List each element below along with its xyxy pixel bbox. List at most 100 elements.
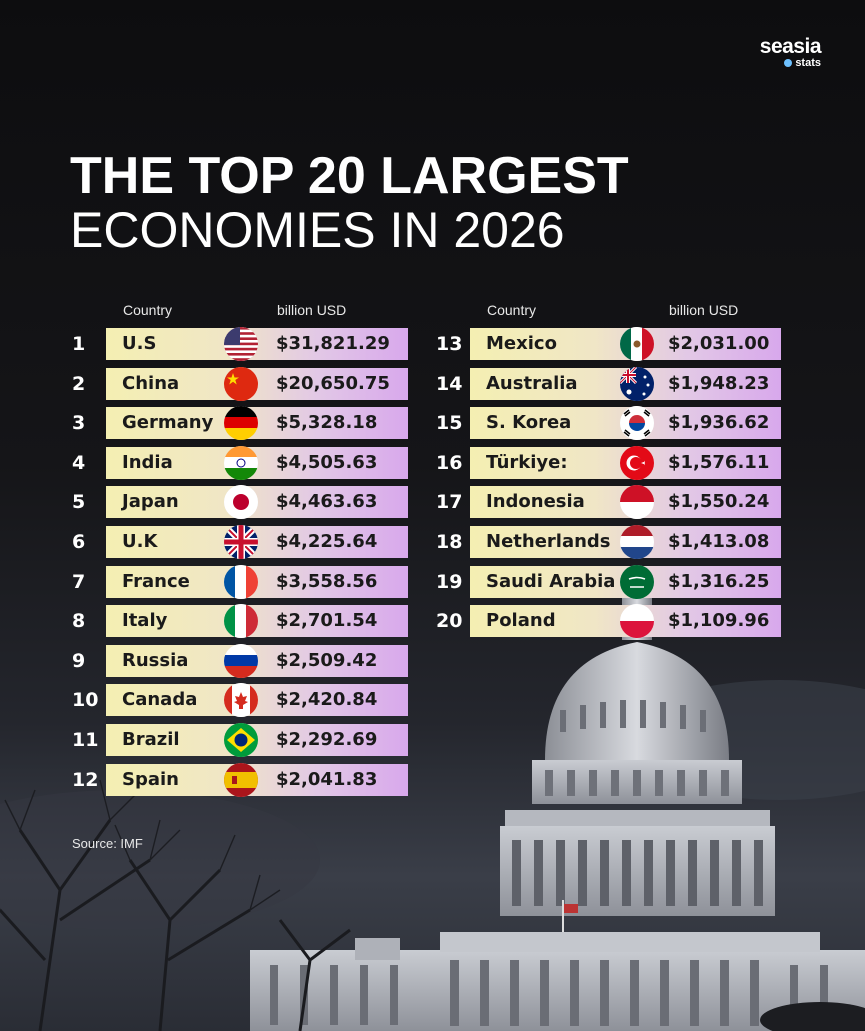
rank-number: 12 [72,768,99,791]
country-name: Saudi Arabia [486,570,616,592]
header-value-left: billion USD [277,302,347,318]
country-name: Netherlands [486,531,611,552]
country-name: Japan [122,491,179,513]
country-name: Australia [486,372,578,394]
rank-number: 6 [72,531,86,553]
ranking-row: Germany $5,328.18 [106,406,408,441]
gdp-value: $5,328.18 [276,412,378,434]
gdp-value: $2,509.42 [276,649,378,671]
source-note: Source: IMF [72,836,143,851]
title-line-1: THE TOP 20 LARGEST [70,147,629,205]
rank-number: 2 [72,372,86,395]
gdp-value: $1,413.08 [668,531,770,552]
country-name: Türkiye: [486,451,568,473]
canada-flag-icon [224,683,258,718]
gdp-value: $4,505.63 [276,451,378,473]
rank-number: 11 [72,729,99,751]
rank-number: 19 [436,570,463,593]
rank-number: 20 [436,610,463,633]
gdp-value: $1,109.96 [668,610,770,632]
header-value-right: billion USD [669,302,739,318]
brand-sub: stats [760,58,821,69]
gdp-value: $2,041.83 [276,768,378,790]
uk-flag-icon [224,525,258,559]
rank-number: 10 [72,689,99,712]
country-name: Mexico [486,333,557,354]
rank-number: 5 [72,491,86,514]
gdp-value: $1,550.24 [668,491,770,513]
gdp-value: $2,701.54 [276,610,378,632]
ranking-row: U.K $4,225.64 [106,525,408,559]
rank-number: 9 [72,649,86,672]
rank-number: 4 [72,451,86,474]
country-name: Canada [122,689,198,711]
gdp-value: $1,936.62 [668,412,770,434]
country-name: Italy [122,610,168,632]
title-line-2: ECONOMIES IN 2026 [70,202,565,258]
australia-flag-icon [620,366,654,401]
rank-number: 17 [436,491,463,514]
ranking-row: Indonesia $1,550.24 [470,485,781,520]
saudi-arabia-flag-icon [620,564,654,599]
rank-number: 7 [72,570,86,593]
rank-number: 14 [436,372,463,395]
gdp-value: $4,225.64 [276,531,378,552]
rank-number: 16 [436,451,463,474]
country-name: Indonesia [486,491,585,513]
ranking-row: Brazil $2,292.69 [106,723,408,757]
country-name: Brazil [122,729,180,750]
header-country-right: Country [487,302,537,318]
ranking-row: Australia $1,948.23 [470,366,781,401]
rank-number: 8 [72,610,86,633]
germany-flag-icon [224,406,258,441]
ranking-row: Spain $2,041.83 [106,762,408,797]
country-name: U.K [122,531,158,552]
gdp-value: $1,576.11 [668,451,770,473]
gdp-value: $2,420.84 [276,689,378,711]
country-name: U.S [122,333,157,354]
ranking-row: Mexico $2,031.00 [470,327,781,361]
ranking-row: Japan $4,463.63 [106,485,408,520]
india-flag-icon [224,445,258,480]
rank-number: 1 [72,333,86,355]
brand-logo: seasia stats [759,35,822,69]
country-name: Poland [486,610,556,632]
country-name: S. Korea [486,412,572,434]
header-country-left: Country [123,302,173,318]
ranking-row: Italy $2,701.54 [106,604,408,639]
brand-name: seasia [759,35,822,58]
ranking-row: Poland $1,109.96 [470,604,781,639]
gdp-value: $3,558.56 [276,570,378,592]
gdp-value: $31,821.29 [276,333,390,354]
rank-number: 15 [436,412,463,435]
turkiye-flag-icon [620,445,654,480]
rank-number: 13 [436,333,463,355]
brazil-flag-icon [224,723,258,757]
russia-flag-icon [224,643,258,678]
japan-flag-icon [224,485,258,520]
china-flag-icon [224,366,258,401]
south-korea-flag-icon [620,406,654,441]
ranking-row: S. Korea $1,936.62 [470,406,781,441]
country-name: Spain [122,768,179,790]
country-name: France [122,570,190,592]
gdp-value: $4,463.63 [276,491,378,513]
ranking-row: China $20,650.75 [106,366,408,401]
ranking-row: France $3,558.56 [106,564,408,599]
rank-number: 18 [436,531,463,553]
netherlands-flag-icon [620,525,654,559]
ranking-row: India $4,505.63 [106,445,408,480]
ranking-row: Saudi Arabia $1,316.25 [470,564,781,599]
us-flag-icon [224,327,258,361]
france-flag-icon [224,564,258,599]
gdp-value: $2,031.00 [668,333,770,354]
mexico-flag-icon [620,327,654,361]
ranking-row: U.S $31,821.29 [106,327,408,361]
poland-flag-icon [620,604,654,639]
country-name: China [122,372,180,394]
ranking-row: Russia $2,509.42 [106,643,408,678]
spain-flag-icon [224,762,258,797]
italy-flag-icon [224,604,258,639]
indonesia-flag-icon [620,485,654,520]
